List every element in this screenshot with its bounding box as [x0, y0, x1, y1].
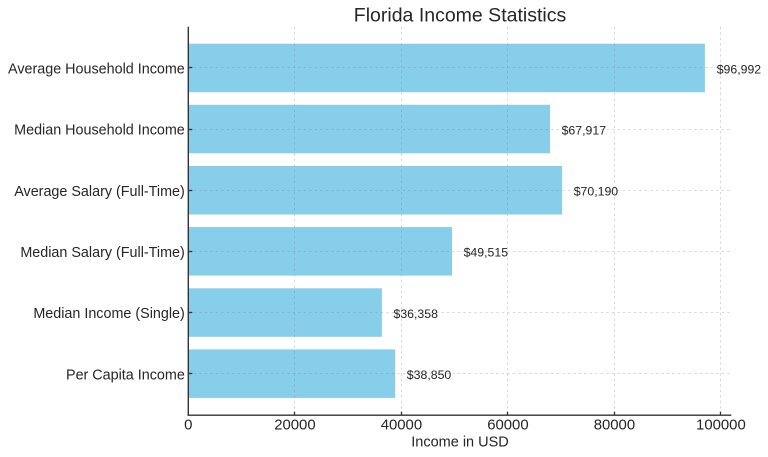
svg-text:Florida Income Statistics: Florida Income Statistics — [354, 5, 567, 27]
svg-text:$67,917: $67,917 — [562, 123, 607, 137]
svg-text:Income in USD: Income in USD — [411, 434, 509, 450]
svg-text:Average Salary (Full-Time): Average Salary (Full-Time) — [14, 184, 185, 200]
svg-text:0: 0 — [184, 417, 192, 433]
svg-text:$36,358: $36,358 — [394, 307, 439, 321]
svg-text:Per Capita Income: Per Capita Income — [66, 367, 185, 383]
svg-text:$49,515: $49,515 — [464, 246, 509, 260]
svg-text:Median Household Income: Median Household Income — [14, 123, 185, 139]
svg-text:$70,190: $70,190 — [574, 185, 619, 199]
svg-text:80000: 80000 — [594, 417, 635, 433]
svg-text:$96,992: $96,992 — [717, 62, 762, 76]
svg-text:$38,850: $38,850 — [407, 368, 452, 382]
svg-text:Median Salary (Full-Time): Median Salary (Full-Time) — [20, 245, 184, 261]
svg-text:20000: 20000 — [274, 417, 315, 433]
svg-text:60000: 60000 — [487, 417, 528, 433]
svg-text:Average Household Income: Average Household Income — [8, 62, 185, 78]
svg-text:100000: 100000 — [696, 417, 746, 433]
svg-text:40000: 40000 — [381, 417, 422, 433]
svg-text:Median Income (Single): Median Income (Single) — [33, 306, 184, 322]
